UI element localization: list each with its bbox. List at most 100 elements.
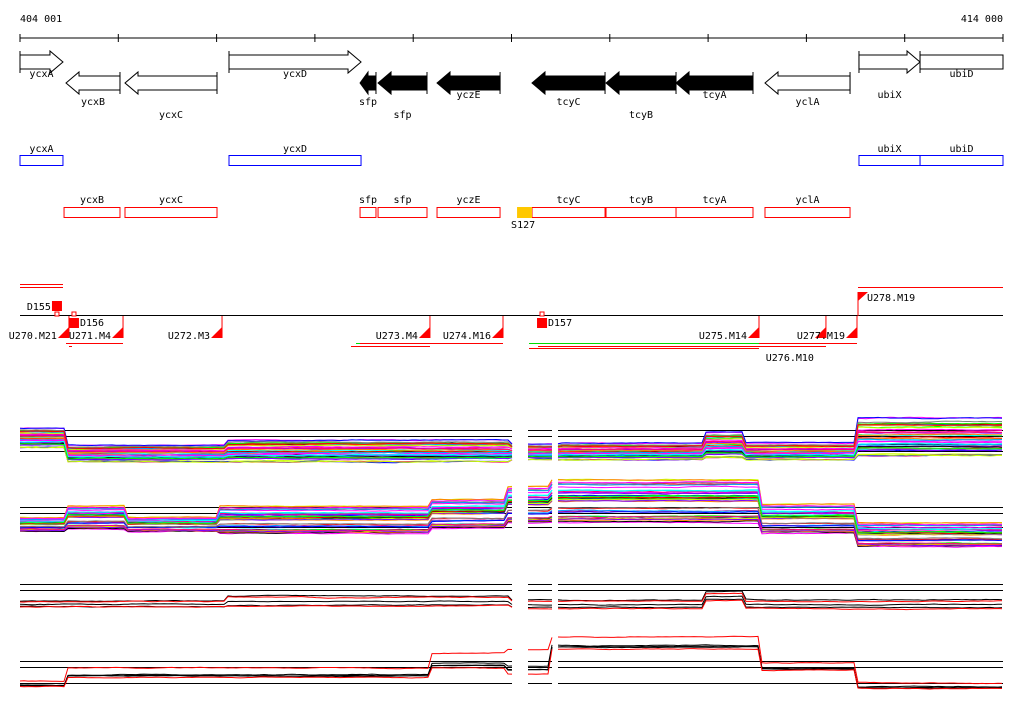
expression-line bbox=[558, 595, 1003, 606]
expression-line bbox=[527, 447, 553, 450]
reverse-annotation-box bbox=[675, 207, 754, 218]
forward-annotation-track: ycxA ycxD ubiX ubiD bbox=[19, 144, 1004, 166]
shift-position-box bbox=[54, 311, 60, 317]
expression-line bbox=[527, 644, 553, 667]
expression-line bbox=[527, 496, 553, 502]
expression-line bbox=[527, 515, 553, 519]
annotation-label: ycxB bbox=[80, 195, 104, 206]
gene-label: ycxD bbox=[283, 69, 307, 80]
expression-line bbox=[527, 511, 553, 515]
upshift-marker bbox=[491, 327, 503, 338]
expression-line bbox=[19, 490, 513, 521]
expression-line bbox=[557, 433, 1003, 452]
expression-line bbox=[19, 499, 513, 524]
annotation-label: ubiD bbox=[949, 144, 973, 155]
expression-line bbox=[558, 648, 1003, 690]
gene-label: yczE bbox=[456, 90, 480, 101]
gene-arrow-tcyC bbox=[531, 70, 606, 96]
gene-arrow-tcyA bbox=[675, 70, 754, 96]
gene-label: sfp bbox=[359, 97, 377, 108]
expression-line bbox=[527, 518, 553, 522]
gene-arrow-ycxD bbox=[228, 49, 362, 75]
upshift-marker bbox=[112, 327, 124, 338]
expression-line bbox=[19, 433, 513, 452]
gene-label: sfp bbox=[393, 110, 411, 121]
expression-line bbox=[527, 481, 553, 490]
expression-line bbox=[557, 590, 1003, 602]
gene-label: tcyB bbox=[629, 110, 653, 121]
expression-line bbox=[19, 648, 513, 682]
expression-line bbox=[557, 423, 1003, 448]
downshift-label: D156 bbox=[80, 318, 104, 329]
expression-line bbox=[527, 490, 553, 497]
gene-label: ycxB bbox=[81, 97, 105, 108]
expression-line bbox=[527, 445, 553, 447]
upshift-label: U274.M16 bbox=[443, 331, 491, 342]
annotation-label: tcyC bbox=[556, 195, 580, 206]
expression-line bbox=[20, 446, 513, 463]
upshift-label: U275.M14 bbox=[699, 331, 747, 342]
downshift-label: D155 bbox=[27, 302, 51, 313]
reverse-annotation-box bbox=[436, 207, 501, 218]
expression-line bbox=[557, 489, 1002, 531]
annotation-label: yclA bbox=[795, 195, 819, 206]
expression-line bbox=[19, 427, 513, 447]
expression-line bbox=[527, 454, 553, 456]
expression-line bbox=[19, 604, 513, 608]
expression-line bbox=[527, 499, 553, 505]
upshift-label: U271.M4 bbox=[69, 331, 111, 342]
gene-arrow-sfp bbox=[377, 70, 428, 96]
upshift-label: U278.M19 bbox=[867, 293, 915, 304]
annotation-label: yczE bbox=[456, 195, 480, 206]
expression-line bbox=[19, 439, 513, 458]
expression-line bbox=[527, 510, 553, 514]
shift-position-box bbox=[539, 311, 545, 317]
annotation-label: ycxA bbox=[29, 144, 53, 155]
expression-line bbox=[528, 486, 553, 494]
gene-arrow-yczE bbox=[436, 70, 501, 96]
expression-line bbox=[527, 606, 553, 608]
upshift-marker bbox=[814, 327, 826, 338]
reverse-annotation-box bbox=[764, 207, 851, 218]
ruler-end-label: 414 000 bbox=[961, 14, 1003, 25]
expression-line bbox=[557, 481, 1003, 526]
expression-line bbox=[557, 515, 1003, 545]
gene-label: ubiD bbox=[949, 69, 973, 80]
srna-label: S127 bbox=[511, 220, 535, 231]
annotation-label: sfp bbox=[359, 195, 377, 206]
expression-line bbox=[19, 444, 513, 461]
gene-label: ycxC bbox=[159, 110, 183, 121]
shift-position-box bbox=[71, 311, 77, 317]
gene-label: yclA bbox=[795, 97, 819, 108]
expression-line bbox=[20, 429, 513, 448]
forward-annotation-box bbox=[858, 155, 921, 166]
expression-line bbox=[19, 491, 513, 522]
downshift-marker bbox=[68, 318, 79, 328]
gene-arrow-yclA bbox=[764, 70, 851, 96]
expression-line bbox=[557, 645, 1003, 689]
expression-line bbox=[527, 506, 553, 511]
gene-arrow-ubiX bbox=[858, 49, 921, 75]
expression-line bbox=[557, 644, 1003, 688]
expression-line bbox=[20, 439, 513, 457]
upshift-marker bbox=[747, 327, 759, 338]
expression-line bbox=[19, 512, 513, 529]
downshift-marker bbox=[51, 301, 62, 311]
gene-track: ycxA ycxB ycxC ycxD sfp sfp yczE tcyC tcyB tcyA yc… bbox=[19, 49, 1004, 121]
upshift-marker bbox=[857, 292, 868, 301]
upshift-marker bbox=[211, 327, 223, 338]
upshift-marker bbox=[57, 327, 69, 338]
expression-line bbox=[528, 637, 553, 651]
gene-arrow-tcyB bbox=[605, 70, 677, 96]
annotation-label: ycxC bbox=[159, 195, 183, 206]
expression-line bbox=[528, 649, 553, 675]
reverse-annotation-box bbox=[124, 207, 218, 218]
forward-annotation-box bbox=[228, 155, 362, 166]
expression-line bbox=[19, 600, 513, 606]
gene-arrow-ubiD bbox=[919, 54, 1004, 70]
expression-line bbox=[557, 448, 1002, 459]
expression-line bbox=[19, 488, 513, 520]
gene-label: tcyC bbox=[556, 97, 580, 108]
expression-line bbox=[557, 485, 1003, 529]
